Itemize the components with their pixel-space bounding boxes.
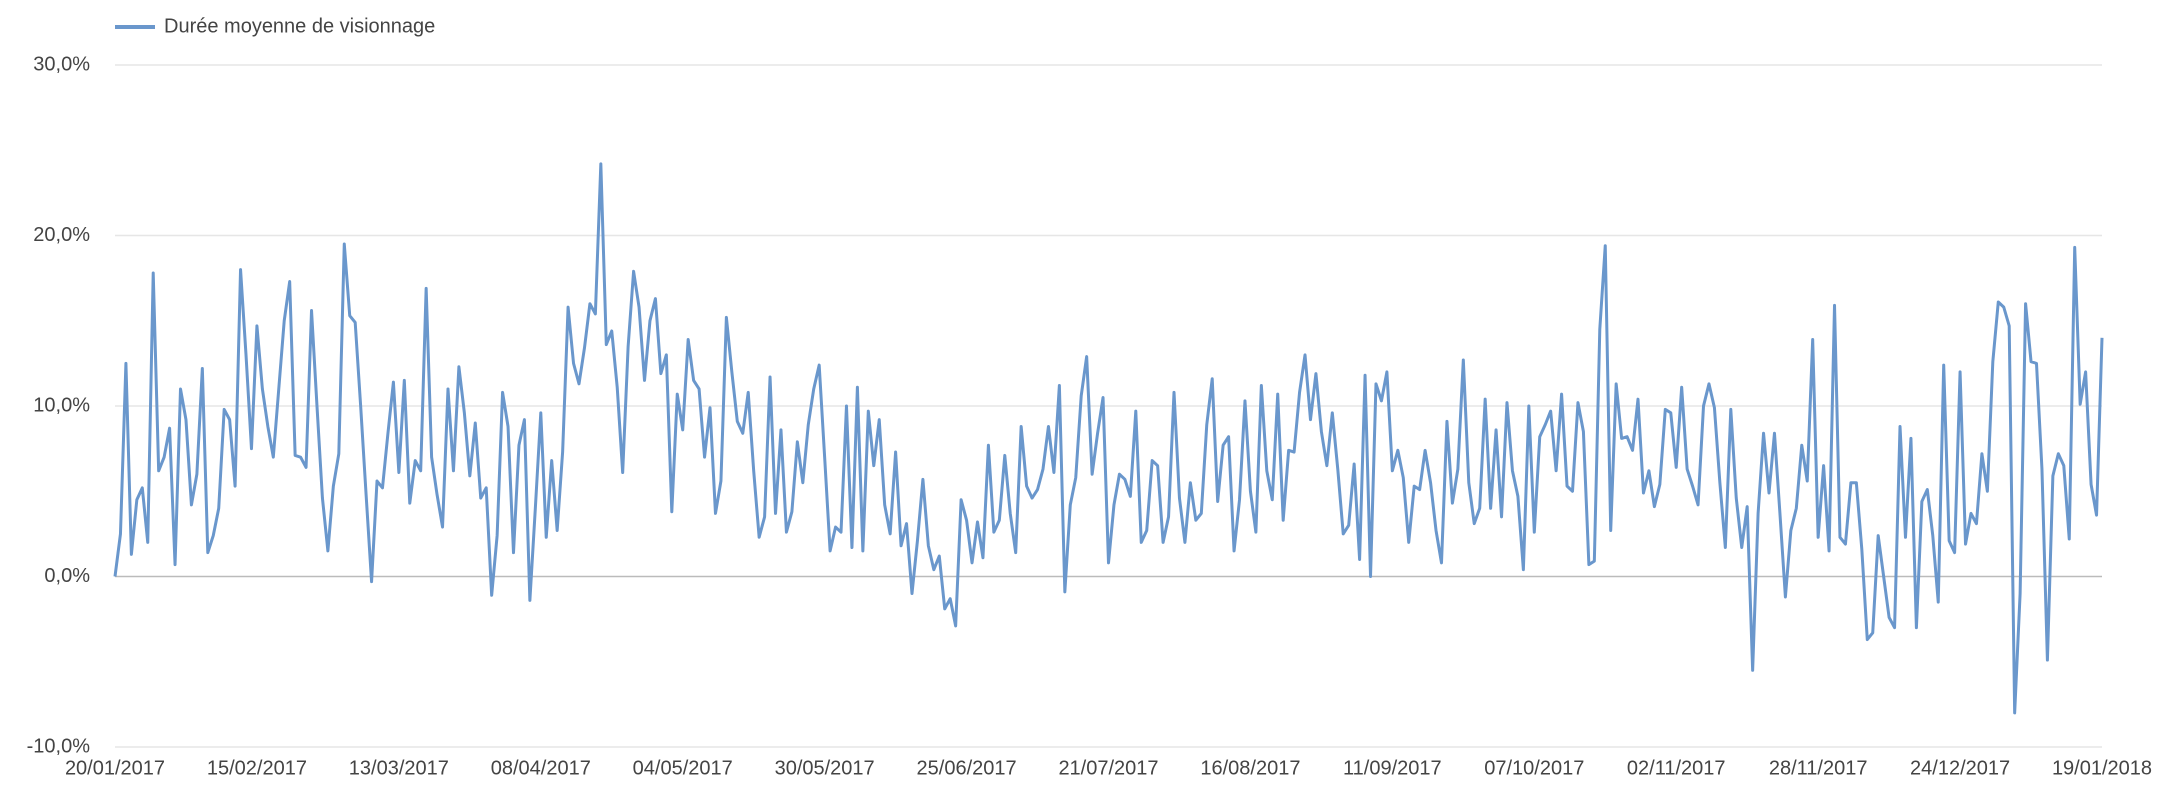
x-tick-label: 25/06/2017 — [917, 757, 1017, 779]
x-tick-label: 11/09/2017 — [1343, 757, 1442, 779]
x-tick-label: 21/07/2017 — [1058, 757, 1158, 779]
data-line — [113, 162, 2104, 715]
x-tick-label: 07/10/2017 — [1484, 757, 1584, 779]
x-tick-label: 24/12/2017 — [1910, 757, 2010, 779]
y-tick-label: -10,0% — [27, 735, 91, 757]
x-tick-label: 30/05/2017 — [775, 757, 875, 779]
y-tick-label: 30,0% — [33, 53, 90, 75]
x-tick-label: 04/05/2017 — [633, 757, 733, 779]
x-tick-label: 19/01/2018 — [2052, 757, 2152, 779]
x-tick-label: 16/08/2017 — [1200, 757, 1300, 779]
x-tick-label: 28/11/2017 — [1769, 757, 1868, 779]
y-tick-label: 10,0% — [33, 394, 90, 416]
x-tick-label: 20/01/2017 — [65, 757, 165, 779]
y-tick-label: 20,0% — [33, 224, 90, 246]
x-tick-label: 13/03/2017 — [349, 757, 449, 779]
x-tick-label: 08/04/2017 — [491, 757, 591, 779]
x-tick-label: 02/11/2017 — [1627, 757, 1726, 779]
legend-label: Durée moyenne de visionnage — [164, 15, 435, 37]
y-tick-label: 0,0% — [44, 565, 90, 587]
x-tick-label: 15/02/2017 — [207, 757, 307, 779]
